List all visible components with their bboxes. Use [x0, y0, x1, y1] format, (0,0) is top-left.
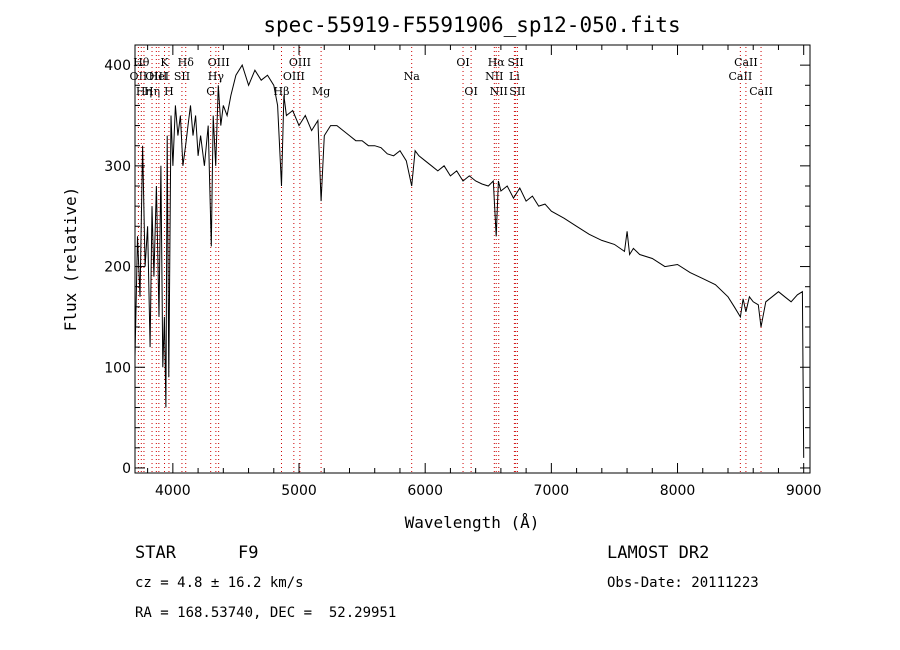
line-marker-label: OIII	[208, 56, 230, 69]
line-marker-label: HeI	[149, 70, 169, 83]
y-tick-label: 400	[104, 58, 131, 74]
line-marker-label: SII	[174, 70, 190, 83]
line-marker-label: CaII	[729, 70, 753, 83]
chart-title: spec-55919-F5591906_sp12-050.fits	[263, 13, 680, 37]
line-marker-label: CaII	[749, 85, 773, 98]
line-marker-label: Hη	[144, 85, 160, 98]
line-marker-label: NII	[490, 85, 508, 98]
line-marker-label: OIII	[289, 56, 311, 69]
line-marker-label: H	[164, 85, 174, 98]
spectrum-line	[134, 63, 805, 458]
y-axis-label: Flux (relative)	[61, 187, 80, 332]
x-axis: 4000 5000 6000 7000 8000 9000	[147, 45, 822, 499]
survey-label: LAMOST DR2	[607, 543, 710, 563]
y-tick-label: 0	[122, 461, 131, 477]
line-marker-label: OIII	[283, 70, 305, 83]
x-tick-label: 9000	[786, 483, 822, 499]
line-marker-label: Hγ	[208, 70, 225, 83]
line-marker-label: SII	[508, 56, 524, 69]
object-class: STAR	[135, 543, 176, 563]
line-marker-label: Mg	[312, 85, 330, 98]
line-marker-label: NII	[485, 70, 503, 83]
x-axis-label: Wavelength (Å)	[405, 513, 540, 532]
line-marker-label: Na	[404, 70, 421, 83]
line-marker-label: OI	[456, 56, 469, 69]
line-marker-label: Hδ	[178, 56, 195, 69]
x-tick-label: 6000	[407, 483, 443, 499]
line-marker-label: SII	[509, 85, 525, 98]
y-tick-label: 100	[104, 360, 131, 376]
line-marker-label: Hα	[488, 56, 506, 69]
line-marker-label: CaII	[734, 56, 758, 69]
plot-frame	[134, 44, 811, 474]
line-marker-label: G	[206, 85, 215, 98]
line-marker-label: OIII	[145, 70, 167, 83]
y-tick-label: 200	[104, 260, 131, 276]
line-marker-label: Hθ	[133, 56, 150, 69]
line-marker-label: OII	[130, 70, 148, 83]
line-marker-label: OI	[464, 85, 477, 98]
line-marker-label: Hβ	[274, 85, 290, 98]
line-marker-label: Li	[509, 70, 520, 83]
x-tick-label: 4000	[155, 483, 191, 499]
line-marker-label: K	[160, 56, 169, 69]
x-tick-label: 7000	[534, 483, 570, 499]
observation-date: Obs-Date: 20111223	[607, 575, 759, 591]
spectral-subclass: F9	[238, 543, 259, 563]
x-tick-label: 8000	[660, 483, 696, 499]
y-axis: 0 100 200 300 400	[104, 58, 810, 477]
line-marker-label: Hη	[136, 85, 152, 98]
line-marker-group: OIIHθHηHηOIIIHeIKHSIIHδGHγOIIIHβOIIIOIII…	[130, 47, 773, 473]
x-tick-label: 5000	[281, 483, 317, 499]
coordinates: RA = 168.53740, DEC = 52.29951	[135, 605, 397, 621]
redshift-value: cz = 4.8 ± 16.2 km/s	[135, 575, 304, 591]
y-tick-label: 300	[104, 159, 131, 175]
